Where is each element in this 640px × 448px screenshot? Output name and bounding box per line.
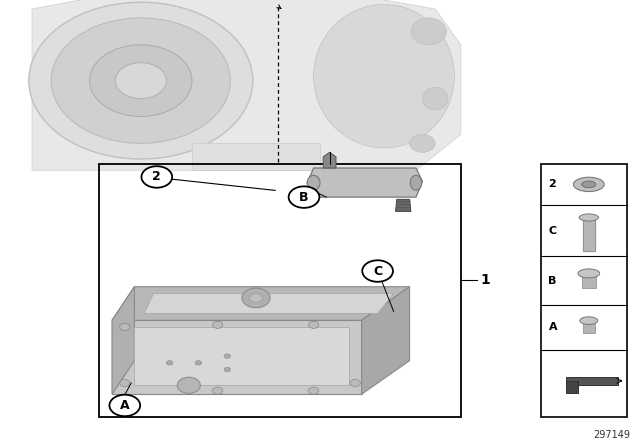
- Ellipse shape: [314, 4, 454, 148]
- Polygon shape: [323, 152, 336, 168]
- Polygon shape: [307, 168, 422, 197]
- Circle shape: [51, 18, 230, 143]
- Circle shape: [308, 321, 319, 328]
- Ellipse shape: [410, 134, 435, 152]
- Bar: [583, 220, 595, 251]
- Ellipse shape: [410, 176, 422, 190]
- Polygon shape: [134, 327, 349, 385]
- Polygon shape: [32, 0, 461, 170]
- Polygon shape: [192, 143, 320, 170]
- Text: 2: 2: [548, 179, 556, 190]
- Ellipse shape: [578, 269, 600, 278]
- Bar: [582, 276, 596, 288]
- Circle shape: [109, 395, 140, 416]
- Circle shape: [224, 367, 230, 372]
- Circle shape: [308, 387, 319, 394]
- Circle shape: [212, 387, 223, 394]
- Circle shape: [166, 361, 173, 365]
- Circle shape: [120, 323, 130, 331]
- Polygon shape: [144, 293, 394, 314]
- Text: 297149: 297149: [593, 430, 630, 440]
- Circle shape: [362, 260, 393, 282]
- Ellipse shape: [580, 317, 598, 324]
- Circle shape: [195, 361, 202, 365]
- Circle shape: [90, 45, 192, 116]
- Circle shape: [141, 166, 172, 188]
- Text: C: C: [548, 226, 557, 236]
- Ellipse shape: [412, 18, 447, 45]
- Circle shape: [115, 63, 166, 99]
- Text: A: A: [120, 399, 130, 412]
- Polygon shape: [112, 287, 410, 320]
- Polygon shape: [112, 320, 362, 394]
- Text: A: A: [548, 323, 557, 332]
- Ellipse shape: [307, 176, 320, 190]
- Text: 2: 2: [152, 170, 161, 184]
- Bar: [583, 323, 595, 333]
- Polygon shape: [112, 287, 134, 394]
- Circle shape: [120, 379, 130, 387]
- Bar: [99, 164, 461, 417]
- Circle shape: [212, 321, 223, 328]
- Circle shape: [242, 288, 270, 308]
- Text: B: B: [548, 276, 557, 285]
- Ellipse shape: [573, 177, 604, 192]
- Polygon shape: [362, 287, 410, 394]
- Circle shape: [29, 2, 253, 159]
- Ellipse shape: [579, 214, 598, 221]
- Text: B: B: [300, 190, 308, 204]
- Text: C: C: [373, 264, 382, 278]
- Text: 1: 1: [480, 273, 490, 287]
- Circle shape: [350, 379, 360, 387]
- Bar: [566, 377, 618, 385]
- Ellipse shape: [422, 87, 448, 110]
- Bar: [566, 381, 578, 393]
- Circle shape: [177, 377, 200, 393]
- Polygon shape: [396, 199, 411, 211]
- Circle shape: [250, 293, 262, 302]
- Circle shape: [224, 354, 230, 358]
- Ellipse shape: [582, 181, 596, 188]
- Circle shape: [289, 186, 319, 208]
- Bar: [541, 164, 627, 417]
